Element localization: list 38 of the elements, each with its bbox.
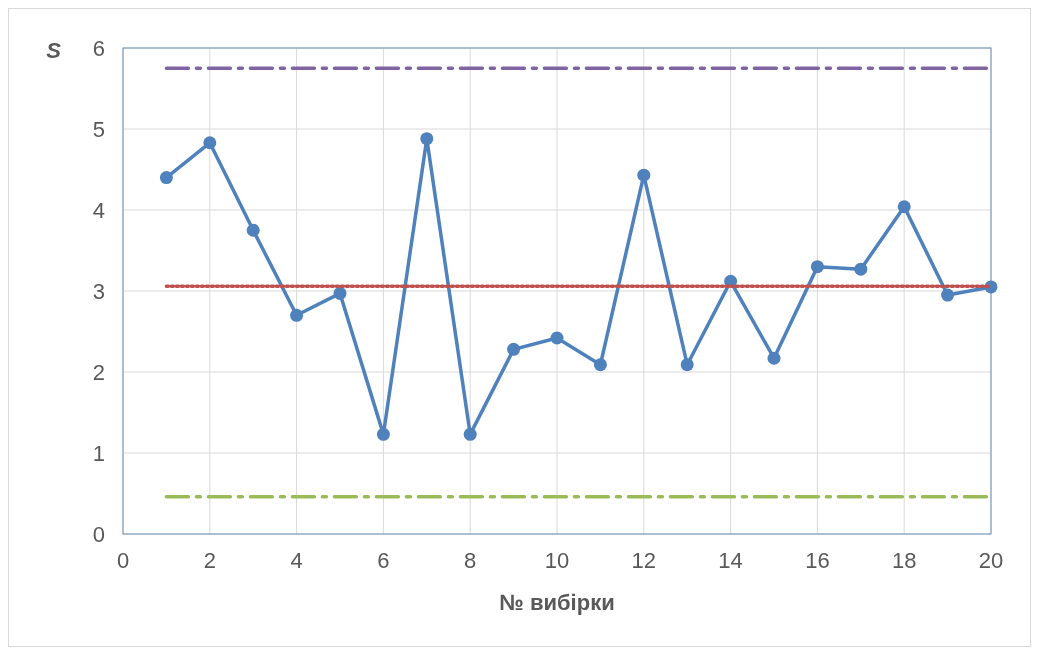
point xyxy=(680,358,694,372)
point xyxy=(290,308,304,322)
x-tick-label: 2 xyxy=(203,548,216,573)
point xyxy=(203,136,217,150)
point xyxy=(941,288,955,302)
y-tick-label: 1 xyxy=(92,441,105,466)
point xyxy=(897,200,911,214)
y-axis-title: S xyxy=(46,38,62,63)
point xyxy=(463,427,477,441)
y-tick-label: 6 xyxy=(92,36,105,61)
x-tick-label: 10 xyxy=(544,548,570,573)
y-tick-label: 5 xyxy=(92,117,105,142)
y-tick-label: 4 xyxy=(92,198,105,223)
point xyxy=(159,171,173,185)
x-tick-label: 6 xyxy=(377,548,390,573)
point xyxy=(376,427,390,441)
point xyxy=(550,331,564,345)
x-tick-label: 0 xyxy=(116,548,130,573)
point xyxy=(854,262,868,276)
x-tick-label: 16 xyxy=(805,548,830,573)
point xyxy=(420,132,434,146)
x-tick-label: 20 xyxy=(978,548,1004,573)
y-tick-label: 3 xyxy=(92,279,105,304)
x-axis-title: № вибірки xyxy=(499,590,615,615)
x-tick-label: 8 xyxy=(464,548,477,573)
point xyxy=(593,358,607,372)
x-tick-label: 4 xyxy=(290,548,303,573)
point xyxy=(507,342,521,356)
point xyxy=(246,223,260,237)
point xyxy=(333,286,347,300)
y-tick-label: 0 xyxy=(92,522,105,547)
y-tick-label: 2 xyxy=(92,360,105,385)
point xyxy=(767,351,781,365)
x-tick-label: 12 xyxy=(631,548,657,573)
point xyxy=(637,168,651,182)
point xyxy=(810,260,824,274)
x-tick-label: 14 xyxy=(718,548,743,573)
x-tick-label: 18 xyxy=(891,548,917,573)
